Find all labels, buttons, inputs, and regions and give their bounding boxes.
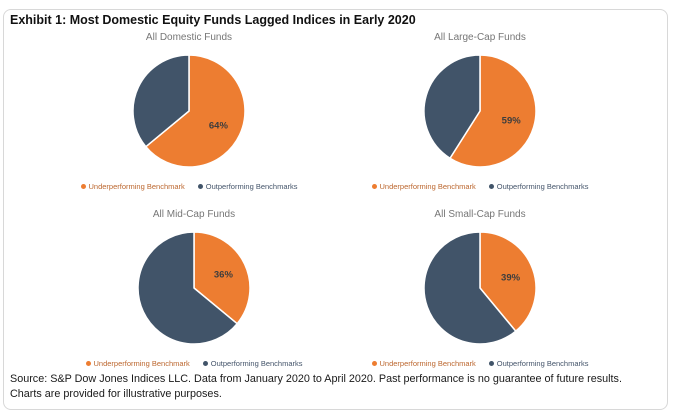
chart-panel-all-domestic-funds: All Domestic Funds 64% Underperforming B… <box>24 30 354 194</box>
exhibit-card: Exhibit 1: Most Domestic Equity Funds La… <box>3 9 668 410</box>
legend-swatch-icon <box>488 361 494 366</box>
chart-legend: Underperforming Benchmark Outperforming … <box>29 359 359 368</box>
source-note-line2: Charts are provided for illustrative pur… <box>10 388 222 400</box>
legend-label: Outperforming Benchmarks <box>205 182 298 191</box>
svg-text:39%: 39% <box>501 273 521 284</box>
chart-panel-all-small-cap-funds: All Small-Cap Funds 39% Underperforming … <box>315 207 645 371</box>
svg-text:36%: 36% <box>214 270 234 281</box>
chart-title: All Small-Cap Funds <box>434 209 526 220</box>
chart-panel-all-large-cap-funds: All Large-Cap Funds 59% Underperforming … <box>315 30 645 194</box>
legend-swatch-icon <box>85 361 91 366</box>
chart-legend: Underperforming Benchmark Outperforming … <box>24 182 354 191</box>
legend-label: Underperforming Benchmark <box>88 182 185 191</box>
legend-item-outperforming: Outperforming Benchmarks <box>488 359 589 368</box>
legend-swatch-icon <box>371 361 377 366</box>
source-note-line1: Source: S&P Dow Jones Indices LLC. Data … <box>10 373 622 385</box>
page-title: Exhibit 1: Most Domestic Equity Funds La… <box>10 13 416 27</box>
legend-swatch-icon <box>488 184 494 189</box>
legend-label: Outperforming Benchmarks <box>496 359 589 368</box>
legend-swatch-icon <box>197 184 203 189</box>
chart-title: All Mid-Cap Funds <box>152 209 236 220</box>
pie-chart-all-domestic-funds: 64% <box>24 52 354 170</box>
legend-item-outperforming: Outperforming Benchmarks <box>202 359 303 368</box>
chart-title: All Domestic Funds <box>145 32 233 43</box>
pie-chart-all-large-cap-funds: 59% <box>315 52 645 170</box>
chart-panel-all-mid-cap-funds: All Mid-Cap Funds 36% Underperforming Be… <box>29 207 359 371</box>
pie-chart-all-small-cap-funds: 39% <box>315 229 645 347</box>
legend-item-underperforming: Underperforming Benchmark <box>371 182 476 191</box>
legend-label: Underperforming Benchmark <box>379 359 476 368</box>
legend-swatch-icon <box>80 184 86 189</box>
legend-item-underperforming: Underperforming Benchmark <box>85 359 190 368</box>
svg-text:59%: 59% <box>502 116 522 127</box>
legend-item-underperforming: Underperforming Benchmark <box>80 182 185 191</box>
legend-swatch-icon <box>371 184 377 189</box>
chart-legend: Underperforming Benchmark Outperforming … <box>315 359 645 368</box>
legend-swatch-icon <box>202 361 208 366</box>
legend-label: Underperforming Benchmark <box>93 359 190 368</box>
legend-item-underperforming: Underperforming Benchmark <box>371 359 476 368</box>
legend-label: Outperforming Benchmarks <box>496 182 589 191</box>
chart-legend: Underperforming Benchmark Outperforming … <box>315 182 645 191</box>
legend-item-outperforming: Outperforming Benchmarks <box>488 182 589 191</box>
pie-chart-all-mid-cap-funds: 36% <box>29 229 359 347</box>
svg-text:64%: 64% <box>209 120 229 131</box>
source-note: Source: S&P Dow Jones Indices LLC. Data … <box>10 372 663 402</box>
chart-title: All Large-Cap Funds <box>434 32 526 43</box>
legend-label: Underperforming Benchmark <box>379 182 476 191</box>
legend-label: Outperforming Benchmarks <box>210 359 303 368</box>
legend-item-outperforming: Outperforming Benchmarks <box>197 182 298 191</box>
